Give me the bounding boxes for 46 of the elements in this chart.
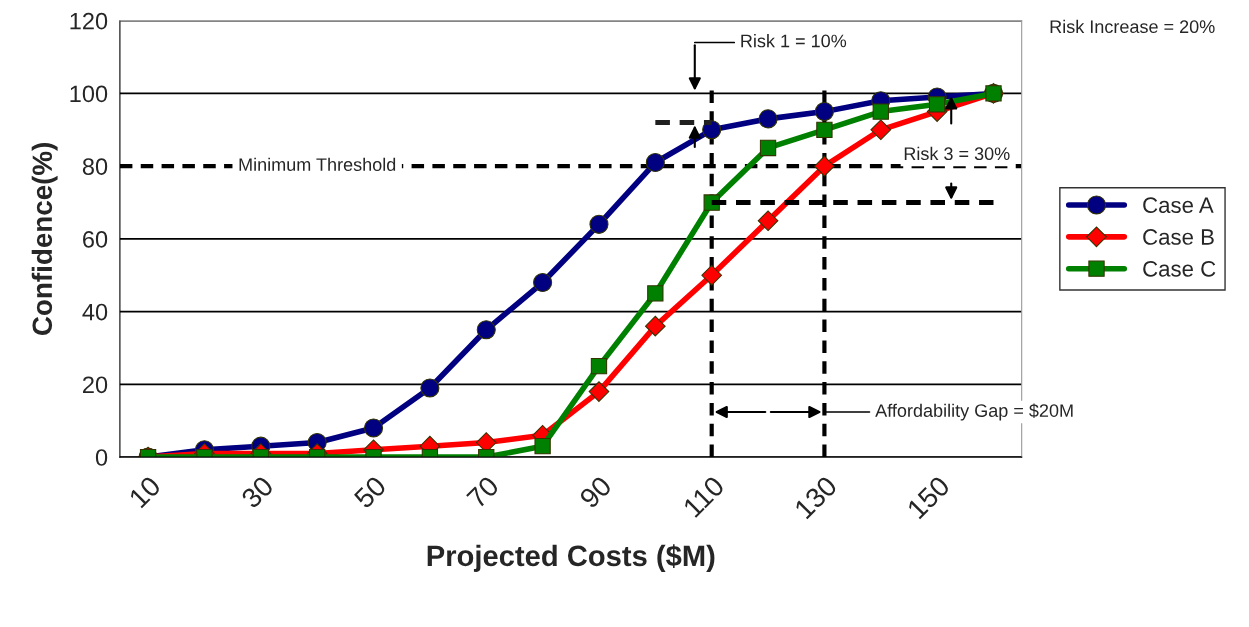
- legend-label: Case C: [1143, 260, 1216, 277]
- point: [647, 285, 664, 302]
- annotation: Risk 1 = 10%: [741, 34, 847, 48]
- x-tick-label: 90: [578, 475, 613, 510]
- point: [420, 378, 440, 398]
- y-tick-label: 0: [95, 449, 108, 466]
- x-tick-label: 10: [128, 475, 162, 509]
- ref-line-label: Minimum Threshold: [239, 157, 396, 171]
- x-tick-label: 150: [906, 475, 951, 520]
- point: [533, 272, 553, 293]
- annotation: Risk 3 = 30%: [904, 146, 1010, 161]
- y-tick-label: 60: [83, 230, 108, 248]
- x-tick-label: 50: [352, 475, 388, 510]
- point: [590, 358, 608, 375]
- point: [759, 139, 777, 157]
- x-tick-label: 30: [240, 475, 275, 510]
- y-tick-label: 20: [83, 376, 108, 394]
- point: [928, 96, 946, 113]
- y-tick-label: 120: [70, 12, 108, 30]
- x-tick-label: 70: [465, 475, 500, 510]
- point: [757, 210, 779, 232]
- annotation: Affordability Gap = $20M: [875, 403, 1073, 421]
- x-axis-title: Projected Costs ($M): [427, 544, 715, 572]
- point: [476, 320, 496, 340]
- point: [363, 418, 384, 438]
- legend-label: Case A: [1143, 197, 1214, 214]
- legend-label: Case B: [1143, 229, 1214, 245]
- point: [644, 315, 666, 337]
- point: [645, 152, 665, 173]
- y-axis-title: Confidence(%): [31, 143, 58, 335]
- point: [814, 102, 834, 122]
- y-tick-label: 100: [70, 85, 108, 103]
- x-tick-label: 130: [793, 475, 839, 520]
- text: Risk Increase = 20%: [1050, 19, 1215, 34]
- point: [814, 155, 835, 177]
- point: [589, 214, 609, 234]
- point: [534, 438, 551, 455]
- point: [870, 119, 892, 141]
- y-tick-label: 40: [82, 303, 108, 321]
- point: [872, 103, 889, 120]
- point: [701, 264, 723, 286]
- y-tick-label: 80: [82, 158, 108, 175]
- x-tick-label: 110: [682, 475, 726, 518]
- point: [588, 381, 610, 402]
- point: [816, 121, 833, 138]
- point: [758, 109, 778, 129]
